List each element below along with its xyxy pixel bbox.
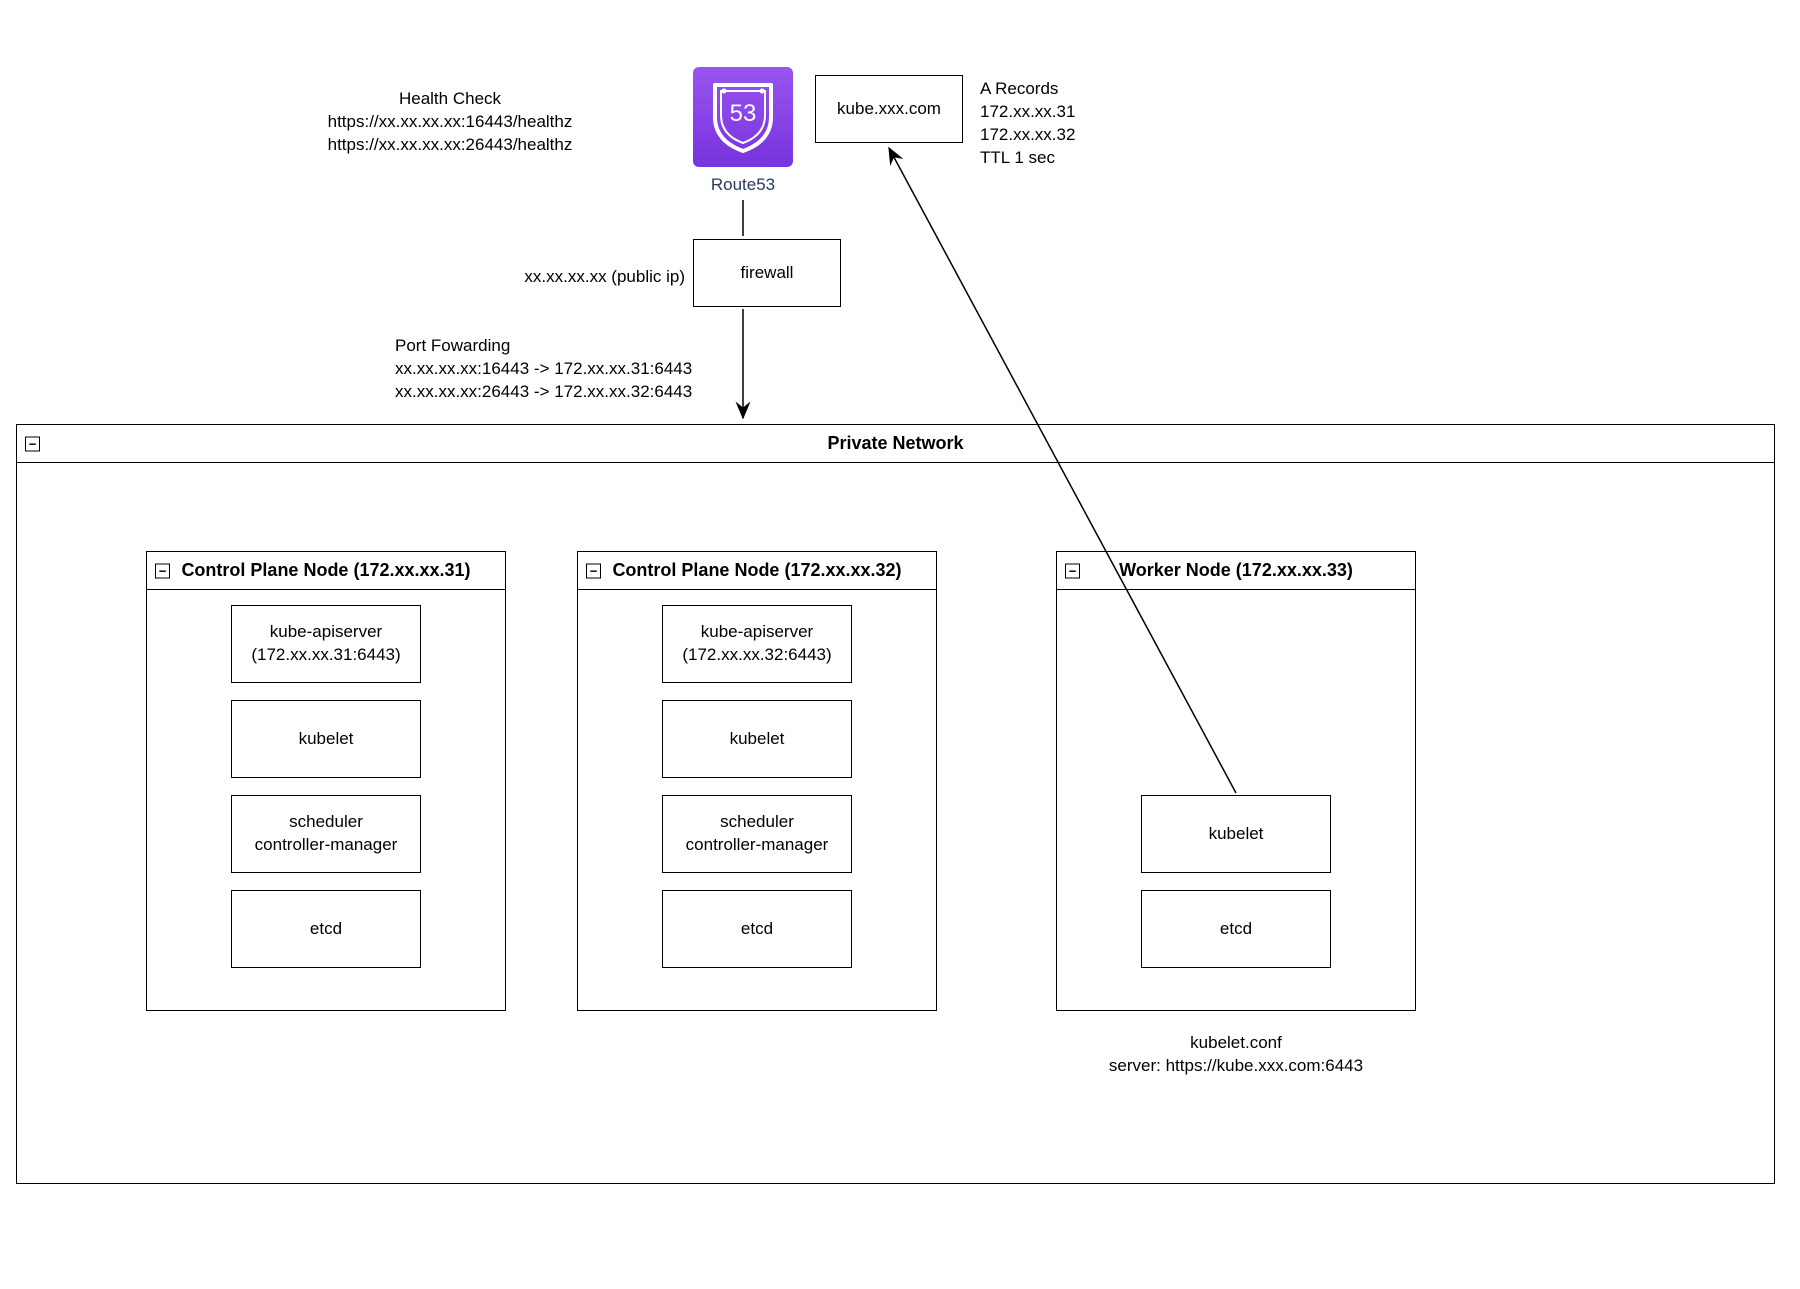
healthcheck-line1: https://xx.xx.xx.xx:16443/healthz [328,112,573,131]
cp1-scheduler-box: scheduler controller-manager [231,795,421,873]
collapse-icon[interactable]: − [25,436,40,451]
kube-dns-box: kube.xxx.com [815,75,963,143]
cp2-apiserver-box: kube-apiserver (172.xx.xx.32:6443) [662,605,852,683]
cp2-etcd-label: etcd [741,918,773,941]
worker-title: Worker Node (172.xx.xx.33) [1119,560,1353,580]
worker-header: − Worker Node (172.xx.xx.33) [1057,552,1415,590]
collapse-icon[interactable]: − [1065,563,1080,578]
portfwd-text: Port Fowarding xx.xx.xx.xx:16443 -> 172.… [395,335,745,404]
cp2-title: Control Plane Node (172.xx.xx.32) [612,560,901,580]
publicip-label: xx.xx.xx.xx (public ip) [524,267,685,286]
healthcheck-line2: https://xx.xx.xx.xx:26443/healthz [328,135,573,154]
cp1-etcd-box: etcd [231,890,421,968]
arecords-line1: 172.xx.xx.31 [980,102,1075,121]
cp2-apiserver-l2: (172.xx.xx.32:6443) [682,645,831,664]
cp2-sched-l1: scheduler [720,812,794,831]
cp1-kubelet-label: kubelet [299,728,354,751]
healthcheck-text: Health Check https://xx.xx.xx.xx:16443/h… [300,88,600,157]
cp1-apiserver-l2: (172.xx.xx.31:6443) [251,645,400,664]
arecords-line3: TTL 1 sec [980,148,1055,167]
kubelet-conf-l2: server: https://kube.xxx.com:6443 [1109,1056,1363,1075]
cp1-apiserver-box: kube-apiserver (172.xx.xx.31:6443) [231,605,421,683]
worker-kubelet-box: kubelet [1141,795,1331,873]
arecords-title: A Records [980,79,1058,98]
cp2-apiserver-l1: kube-apiserver [701,622,813,641]
worker-etcd-label: etcd [1220,918,1252,941]
arecords-text: A Records 172.xx.xx.31 172.xx.xx.32 TTL … [980,78,1120,170]
firewall-label: firewall [741,262,794,285]
kubelet-conf-text: kubelet.conf server: https://kube.xxx.co… [1056,1032,1416,1078]
cp1-sched-l1: scheduler [289,812,363,831]
route53-label-text: Route53 [711,175,775,194]
cp1-header: − Control Plane Node (172.xx.xx.31) [147,552,505,590]
cp2-sched-l2: controller-manager [686,835,829,854]
cp1-etcd-label: etcd [310,918,342,941]
collapse-icon[interactable]: − [586,563,601,578]
healthcheck-title: Health Check [399,89,501,108]
route53-label: Route53 [693,175,793,195]
cp1-kubelet-box: kubelet [231,700,421,778]
worker-kubelet-label: kubelet [1209,823,1264,846]
firewall-box: firewall [693,239,841,307]
cp1-apiserver-l1: kube-apiserver [270,622,382,641]
cp2-etcd-box: etcd [662,890,852,968]
arecords-line2: 172.xx.xx.32 [980,125,1075,144]
cp1-sched-l2: controller-manager [255,835,398,854]
private-network-title: Private Network [827,433,963,453]
portfwd-title: Port Fowarding [395,336,510,355]
cp2-header: − Control Plane Node (172.xx.xx.32) [578,552,936,590]
private-network-header: − Private Network [17,425,1774,463]
kube-dns-label: kube.xxx.com [837,98,941,121]
route53-icon: 53 [693,67,793,167]
publicip-text: xx.xx.xx.xx (public ip) [485,266,685,289]
svg-text:53: 53 [730,100,757,127]
cp2-scheduler-box: scheduler controller-manager [662,795,852,873]
cp2-kubelet-box: kubelet [662,700,852,778]
kubelet-conf-l1: kubelet.conf [1190,1033,1282,1052]
worker-etcd-box: etcd [1141,890,1331,968]
cp1-title: Control Plane Node (172.xx.xx.31) [181,560,470,580]
portfwd-line2: xx.xx.xx.xx:26443 -> 172.xx.xx.32:6443 [395,382,692,401]
cp2-kubelet-label: kubelet [730,728,785,751]
collapse-icon[interactable]: − [155,563,170,578]
portfwd-line1: xx.xx.xx.xx:16443 -> 172.xx.xx.31:6443 [395,359,692,378]
